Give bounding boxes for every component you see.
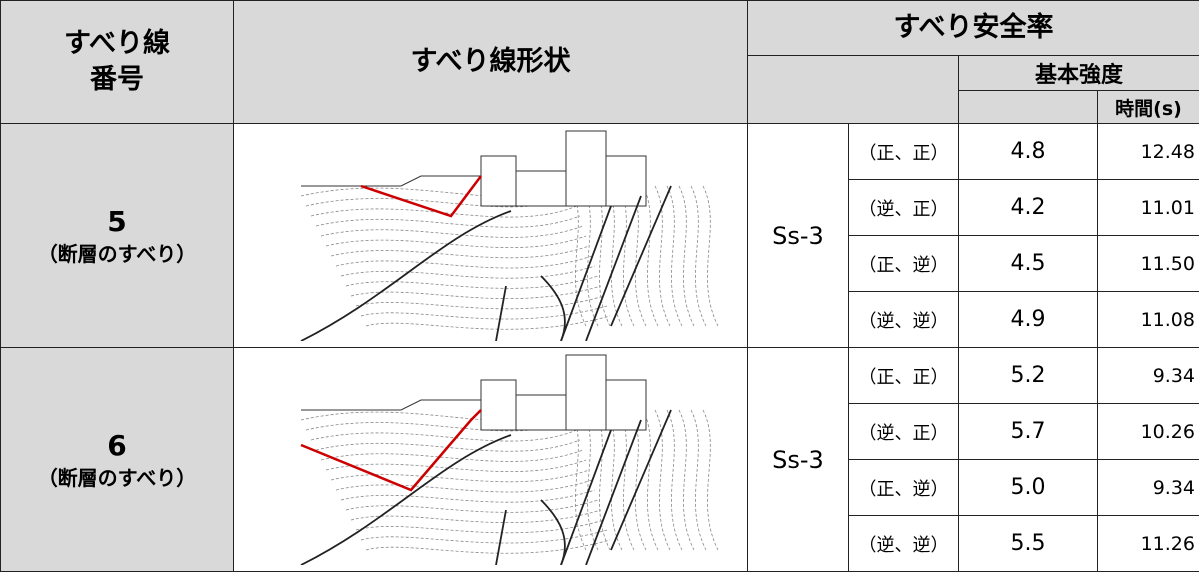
safety-cell: 4.9 (958, 291, 1098, 348)
case-cell: （正、逆） (848, 235, 959, 292)
case-cell: （正、逆） (848, 459, 959, 516)
slip-note: （断層のすべり） (37, 241, 197, 266)
wave-cell: Ss-3 (747, 123, 849, 348)
slip-no: 5 (107, 204, 127, 238)
case-cell: （逆、逆） (848, 515, 959, 572)
safety-cell: 5.5 (958, 515, 1098, 572)
time-cell: 10.26 (1097, 403, 1199, 460)
safety-cell: 4.8 (958, 123, 1098, 180)
time-cell: 11.50 (1097, 235, 1199, 292)
table-row: 5 （断層のすべり） Ss-3 （正、正） 4.8 12.48 (0, 123, 1199, 348)
case-cell: （逆、正） (848, 179, 959, 236)
diagram-cell (233, 347, 748, 572)
time-cell: 12.48 (1097, 123, 1199, 180)
header-cell: すべり安全率 (747, 0, 1199, 56)
safety-cell: 5.0 (958, 459, 1098, 516)
diagram-cell (233, 123, 748, 348)
time-cell: 9.34 (1097, 347, 1199, 404)
slip-diagram (300, 354, 718, 566)
safety-cell: 5.2 (958, 347, 1098, 404)
slip-no-cell: 5 （断層のすべり） (0, 123, 234, 348)
table-row: （正、逆） 5.0 9.34 (1, 459, 1199, 516)
header-cell: 基本強度 (958, 55, 1199, 91)
header-cell: すべり線 番号 (0, 0, 234, 124)
table-row: 6 （断層のすべり） Ss-3 （正、正） 5.2 9.34 (0, 347, 1199, 572)
case-cell: （正、正） (848, 347, 959, 404)
time-cell: 9.34 (1097, 459, 1199, 516)
slip-note: （断層のすべり） (37, 465, 197, 490)
table-row: （逆、正） 5.7 10.26 (1, 403, 1199, 460)
slip-diagram (300, 130, 718, 342)
header-text: すべり線 (63, 28, 171, 59)
safety-cell: 5.7 (958, 403, 1098, 460)
time-cell: 11.26 (1097, 515, 1199, 572)
case-cell: （逆、正） (848, 403, 959, 460)
header-text: 番号 (90, 64, 144, 95)
header-cell (958, 90, 1098, 124)
header-cell: すべり線形状 (233, 0, 748, 124)
slip-no-cell: 6 （断層のすべり） (0, 347, 234, 572)
table-row: （逆、逆） 4.9 11.08 (1, 291, 1199, 348)
time-cell: 11.01 (1097, 179, 1199, 236)
case-cell: （正、正） (848, 123, 959, 180)
header-cell: 時間(s) (1097, 90, 1199, 124)
header-cell (747, 55, 959, 124)
wave-cell: Ss-3 (747, 347, 849, 572)
safety-cell: 4.2 (958, 179, 1098, 236)
case-cell: （逆、逆） (848, 291, 959, 348)
time-cell: 11.08 (1097, 291, 1199, 348)
slip-no: 6 (107, 428, 127, 462)
safety-cell: 4.5 (958, 235, 1098, 292)
